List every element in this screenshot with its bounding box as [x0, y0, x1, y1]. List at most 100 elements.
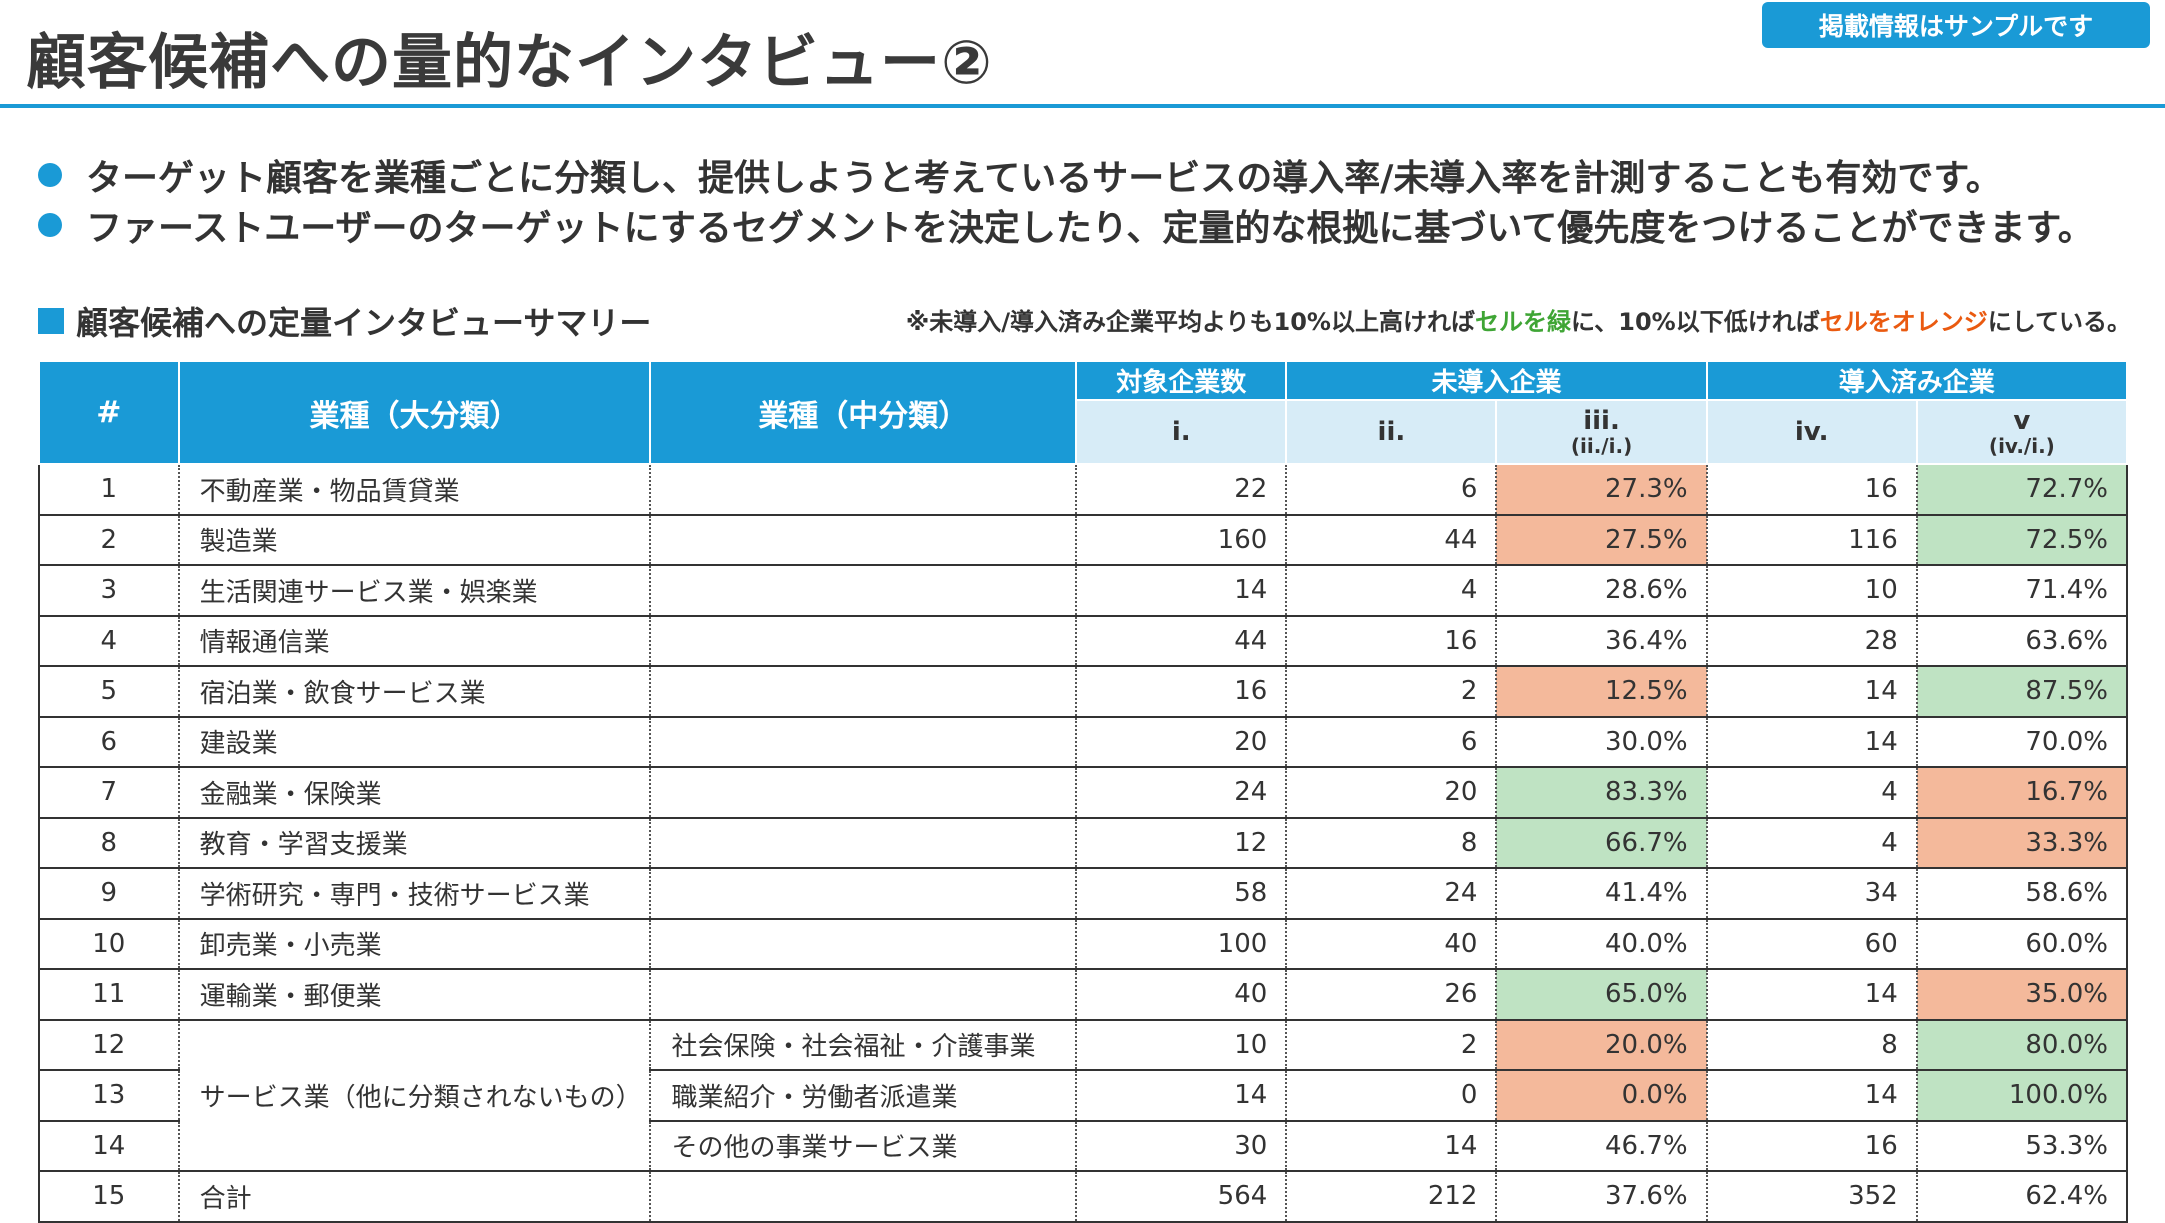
header-adopted-group: 導入済み企業 — [1705, 360, 2129, 401]
table-body: 1 不動産業・物品賃貸業 22 6 27.3% 16 72.7% 2 製造業 160 44 27.5%… — [38, 464, 2129, 1223]
bullet-dot-icon — [38, 213, 62, 237]
row-target-count: 22 — [1076, 464, 1288, 516]
header-col-v-sub: (iv./i.) — [1988, 434, 2055, 459]
note-suffix: にしている。 — [1987, 308, 2131, 336]
legend-note: ※未導入/導入済み企業平均よりも10%以上高ければセルを緑に、10%以下低ければ… — [906, 302, 2131, 337]
row-not-adopted-rate: 20.0% — [1496, 1019, 1708, 1071]
row-adopted-rate: 35.0% — [1916, 969, 2129, 1021]
table-row: 5 宿泊業・飲食サービス業 16 2 12.5% 14 87.5% — [38, 666, 2129, 718]
row-not-adopted-rate: 66.7% — [1496, 817, 1708, 869]
row-major-category: 運輸業・郵便業 — [178, 969, 652, 1021]
square-icon — [38, 308, 64, 334]
title-divider — [0, 104, 2165, 108]
table-row: 7 金融業・保険業 24 20 83.3% 4 16.7% — [38, 767, 2129, 819]
row-major-category: サービス業（他に分類されないもの） — [178, 1019, 652, 1172]
row-not-adopted-rate: 41.4% — [1496, 868, 1708, 920]
row-major-category: 合計 — [178, 1171, 652, 1223]
row-adopted-count: 116 — [1706, 514, 1918, 566]
header-not-adopted-group: 未導入企業 — [1285, 360, 1708, 401]
row-middle-category — [650, 514, 1078, 566]
row-not-adopted-rate: 27.5% — [1496, 514, 1708, 566]
row-middle-category — [650, 1171, 1078, 1223]
row-number: 9 — [38, 868, 180, 920]
table-row: 12 サービス業（他に分類されないもの） 社会保険・社会福祉・介護事業 10 2 20.0… — [38, 1019, 2129, 1172]
row-not-adopted-count: 8 — [1286, 817, 1498, 869]
note-prefix: ※未導入/導入済み企業平均よりも10%以上高ければ — [905, 308, 1475, 336]
header-major: 業種（大分類） — [177, 360, 652, 465]
row-adopted-count: 28 — [1706, 615, 1918, 667]
table-row: 10 卸売業・小売業 100 40 40.0% 60 60.0% — [38, 918, 2129, 970]
row-number: 5 — [38, 666, 180, 718]
bullet-text: ファーストユーザーのターゲットにするセグメントを決定したり、定量的な根拠に基づい… — [86, 208, 2094, 249]
row-not-adopted-count: 20 — [1286, 767, 1498, 819]
header-middle: 業種（中分類） — [649, 360, 1078, 465]
row-major-category: 不動産業・物品賃貸業 — [178, 464, 652, 516]
table-row: 11 運輸業・郵便業 40 26 65.0% 14 35.0% — [38, 969, 2129, 1021]
row-adopted-rate: 71.4% — [1916, 565, 2129, 617]
row-not-adopted-count: 16 — [1286, 615, 1498, 667]
row-not-adopted-rate: 36.4% — [1496, 615, 1708, 667]
table-row: 3 生活関連サービス業・娯楽業 14 4 28.6% 10 71.4% — [38, 565, 2129, 617]
row-middle-category — [650, 615, 1078, 667]
sample-badge: 掲載情報はサンプルです — [1762, 2, 2150, 48]
table-row: 8 教育・学習支援業 12 8 66.7% 4 33.3% — [38, 817, 2129, 869]
row-major-category: 製造業 — [178, 514, 652, 566]
row-number: 6 — [38, 716, 180, 768]
row-adopted-rate: 33.3% — [1916, 817, 2129, 869]
row-adopted-rate: 87.5% — [1916, 666, 2129, 718]
row-major-category: 金融業・保険業 — [178, 767, 652, 819]
row-target-count: 10 — [1076, 1019, 1288, 1071]
row-adopted-rate: 62.4% — [1916, 1171, 2129, 1223]
row-adopted-rate: 100.0% — [1916, 1070, 2129, 1122]
table-row: 4 情報通信業 44 16 36.4% 28 63.6% — [38, 615, 2129, 667]
bullet-item: ターゲット顧客を業種ごとに分類し、提供しようと考えているサービスの導入率/未導入… — [38, 150, 2094, 200]
row-major-category: 情報通信業 — [178, 615, 652, 667]
note-mid: に、10%以下低ければ — [1570, 308, 1820, 336]
row-target-count: 20 — [1076, 716, 1288, 768]
row-not-adopted-rate: 27.3% — [1496, 464, 1708, 516]
row-adopted-rate: 72.7% — [1916, 464, 2129, 516]
row-target-count: 100 — [1076, 918, 1288, 970]
row-adopted-count: 352 — [1706, 1171, 1918, 1223]
header-target-group: 対象企業数 — [1075, 360, 1288, 401]
row-not-adopted-count: 40 — [1286, 918, 1498, 970]
row-middle-category — [650, 666, 1078, 718]
row-target-count: 14 — [1076, 565, 1288, 617]
section-heading: 顧客候補への定量インタビューサマリー — [38, 298, 651, 344]
row-adopted-count: 8 — [1706, 1019, 1918, 1071]
row-middle-category — [650, 767, 1078, 819]
row-number: 4 — [38, 615, 180, 667]
note-green: セルを緑 — [1474, 308, 1571, 336]
page-title: 顧客候補への量的なインタビュー② — [26, 28, 993, 98]
row-adopted-count: 60 — [1706, 918, 1918, 970]
row-adopted-count: 14 — [1706, 716, 1918, 768]
row-number: 12 — [38, 1019, 180, 1071]
row-adopted-count: 16 — [1706, 1120, 1918, 1172]
row-target-count: 564 — [1076, 1171, 1288, 1223]
table-row: 14 その他の事業サービス業 30 14 46.7% 16 53.3% — [38, 1120, 2129, 1172]
row-major-category: 建設業 — [178, 716, 652, 768]
row-adopted-count: 34 — [1706, 868, 1918, 920]
row-adopted-rate: 58.6% — [1916, 868, 2129, 920]
row-not-adopted-count: 26 — [1286, 969, 1498, 1021]
row-number: 13 — [38, 1070, 180, 1122]
row-middle-category — [650, 817, 1078, 869]
row-target-count: 24 — [1076, 767, 1288, 819]
row-adopted-count: 14 — [1706, 969, 1918, 1021]
row-major-category: 教育・学習支援業 — [178, 817, 652, 869]
row-adopted-count: 16 — [1706, 464, 1918, 516]
header-col-v: v (iv./i.) — [1915, 399, 2129, 465]
row-middle-category: 職業紹介・労働者派遣業 — [650, 1070, 1078, 1122]
bullet-dot-icon — [38, 163, 62, 187]
row-target-count: 14 — [1076, 1070, 1288, 1122]
row-middle-category — [650, 969, 1078, 1021]
row-middle-category: 社会保険・社会福祉・介護事業 — [650, 1019, 1078, 1071]
row-target-count: 58 — [1076, 868, 1288, 920]
table-row: 15 合計 564 212 37.6% 352 62.4% — [38, 1171, 2129, 1223]
row-not-adopted-rate: 40.0% — [1496, 918, 1708, 970]
table-row: 6 建設業 20 6 30.0% 14 70.0% — [38, 716, 2129, 768]
row-number: 10 — [38, 918, 180, 970]
row-not-adopted-rate: 46.7% — [1496, 1120, 1708, 1172]
header-col-iii-label: iii. — [1583, 405, 1620, 436]
row-not-adopted-rate: 0.0% — [1496, 1070, 1708, 1122]
